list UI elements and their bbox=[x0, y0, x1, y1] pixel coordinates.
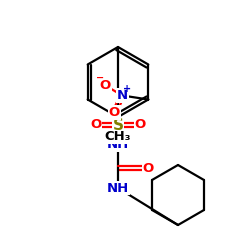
Text: −: − bbox=[96, 72, 104, 83]
Text: S: S bbox=[112, 118, 124, 132]
Text: O: O bbox=[142, 162, 154, 174]
Text: O: O bbox=[90, 118, 102, 132]
Text: O: O bbox=[100, 79, 111, 92]
Text: O: O bbox=[109, 106, 120, 119]
Text: N: N bbox=[117, 89, 128, 102]
Text: NH: NH bbox=[107, 182, 129, 194]
Text: O: O bbox=[134, 118, 145, 132]
Text: NH: NH bbox=[107, 138, 129, 151]
Text: +: + bbox=[123, 84, 131, 94]
Text: CH₃: CH₃ bbox=[105, 130, 131, 143]
